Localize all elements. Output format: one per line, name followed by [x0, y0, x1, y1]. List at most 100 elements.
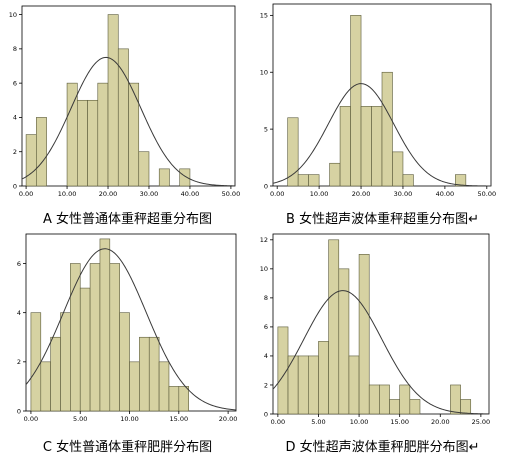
caption-d: D 女性超声波体重秤肥胖分布图↵ — [285, 440, 480, 455]
histogram-panel-c: 0.00 5.00 10.00 15.00 20.00 0 2 4 6 C 女性普通体重秤肥胖分… — [0, 228, 255, 456]
caption-b: B 女性超声波体重秤超重分布图↵ — [286, 212, 479, 227]
caption-a: A 女性普通体重秤超重分布图 — [42, 212, 213, 227]
x-tick-label-a-4: 40.00 — [181, 190, 200, 198]
histogram-bar-b-6 — [339, 106, 351, 187]
y-tick-label-a-3: 6 — [13, 79, 17, 87]
histogram-bar-c-12 — [148, 336, 160, 412]
histogram-bar-d-12 — [399, 384, 411, 415]
x-tick-label-b-0: 0.00 — [270, 190, 284, 198]
histogram-bar-d-4 — [318, 341, 329, 415]
histogram-bar-d-2 — [297, 355, 309, 415]
histogram-bar-b-7 — [350, 15, 362, 187]
histogram-d: 0.00 5.00 10.00 15.00 20.00 25.00 0 2 4 6 8 10 12 — [260, 233, 491, 426]
histogram-c: 0.00 5.00 10.00 15.00 20.00 0 2 4 6 — [17, 233, 238, 423]
x-tick-label-c-0: 0.00 — [24, 415, 38, 423]
histogram-bar-d-6 — [338, 268, 350, 415]
y-tick-label-c-3: 6 — [17, 260, 21, 268]
histogram-bar-c-3 — [60, 312, 71, 412]
x-tick-label-c-3: 15.00 — [170, 415, 189, 423]
histogram-bar-a-6 — [87, 99, 99, 187]
histogram-bar-c-2 — [50, 336, 61, 412]
histogram-bar-b-12 — [402, 174, 414, 187]
histogram-bar-c-8 — [109, 263, 120, 412]
normal-curve-d — [272, 290, 490, 415]
histogram-panel-d: 0.00 5.00 10.00 15.00 20.00 25.00 0 2 4 6 8 10 12 D … — [255, 228, 510, 456]
y-tick-label-b-3: 15 — [260, 12, 268, 20]
x-tick-label-c-4: 20.00 — [219, 415, 238, 423]
y-tick-label-d-6: 12 — [260, 236, 268, 244]
y-tick-label-b-1: 5 — [264, 125, 268, 133]
histogram-bar-b-8 — [360, 106, 372, 187]
normal-curve-a — [21, 56, 236, 187]
histogram-bar-a-7 — [97, 82, 109, 187]
x-tick-label-a-5: 50.00 — [222, 190, 241, 198]
histogram-bar-c-10 — [129, 361, 140, 412]
y-tick-label-d-0: 0 — [264, 410, 268, 418]
histogram-bar-c-0 — [30, 312, 42, 412]
histogram-bar-b-17 — [455, 174, 467, 187]
histogram-bar-d-3 — [308, 355, 319, 415]
histogram-bar-c-14 — [168, 386, 180, 412]
histogram-bar-d-13 — [409, 399, 421, 415]
histogram-bar-d-18 — [460, 399, 472, 415]
histogram-bar-b-5 — [329, 162, 341, 187]
x-tick-label-d-4: 20.00 — [431, 418, 450, 426]
y-tick-label-a-5: 10 — [9, 11, 17, 19]
x-tick-label-b-4: 40.00 — [436, 190, 455, 198]
histogram-bar-d-8 — [358, 254, 370, 415]
histogram-bar-a-9 — [117, 48, 129, 187]
x-tick-label-d-0: 0.00 — [271, 418, 285, 426]
histogram-bar-a-10 — [128, 82, 140, 187]
histogram-bar-d-11 — [389, 399, 400, 415]
x-tick-label-a-2: 20.00 — [99, 190, 118, 198]
x-tick-label-c-2: 10.00 — [120, 415, 139, 423]
histogram-bar-a-13 — [158, 168, 170, 187]
y-tick-label-d-4: 8 — [264, 294, 268, 302]
histogram-bar-d-10 — [379, 384, 390, 415]
y-tick-label-a-4: 8 — [13, 45, 17, 53]
x-tick-label-d-3: 15.00 — [390, 418, 409, 426]
histogram-bar-c-6 — [89, 263, 101, 412]
normal-curve-c — [25, 248, 237, 411]
y-tick-label-a-0: 0 — [13, 182, 17, 190]
x-tick-label-b-1: 10.00 — [310, 190, 329, 198]
histogram-bar-a-5 — [76, 99, 88, 187]
histogram-bar-b-1 — [287, 117, 299, 187]
histogram-bar-c-7 — [99, 238, 111, 412]
y-tick-label-c-2: 4 — [17, 309, 21, 317]
y-tick-label-d-1: 2 — [264, 381, 268, 389]
histogram-bar-c-9 — [119, 312, 130, 412]
histogram-bar-a-15 — [179, 168, 191, 187]
x-tick-label-d-1: 5.00 — [311, 418, 325, 426]
histogram-bar-a-8 — [107, 14, 119, 187]
x-tick-label-a-3: 30.00 — [140, 190, 159, 198]
histogram-bar-b-11 — [392, 151, 404, 187]
y-tick-label-d-3: 6 — [264, 323, 268, 331]
y-tick-label-c-0: 0 — [17, 407, 21, 415]
histogram-panel-a: 0.00 10.00 20.00 30.00 40.00 50.00 0 2 4 6 8 10 A 女… — [0, 0, 255, 228]
x-tick-label-b-3: 30.00 — [394, 190, 413, 198]
x-tick-label-a-0: 0.00 — [19, 190, 33, 198]
x-tick-label-c-1: 5.00 — [73, 415, 87, 423]
histogram-bar-d-5 — [328, 239, 340, 415]
histogram-bar-b-2 — [297, 174, 309, 187]
histogram-bar-b-3 — [308, 174, 320, 187]
x-tick-label-b-2: 20.00 — [352, 190, 371, 198]
y-tick-label-b-2: 10 — [260, 69, 268, 77]
histogram-bar-a-11 — [138, 151, 150, 187]
y-tick-label-a-2: 4 — [13, 114, 17, 122]
histogram-bar-c-13 — [158, 361, 170, 412]
x-tick-label-d-5: 25.00 — [472, 418, 491, 426]
normal-curve-b — [272, 83, 491, 187]
x-tick-label-a-1: 10.00 — [58, 190, 77, 198]
histogram-bar-c-15 — [178, 386, 189, 412]
y-tick-label-b-0: 0 — [264, 182, 268, 190]
histogram-panel-b: 0.00 10.00 20.00 30.00 40.00 50.00 0 5 10 15 B 女性… — [255, 0, 510, 228]
histogram-a: 0.00 10.00 20.00 30.00 40.00 50.00 0 2 4 6 8 10 — [9, 5, 241, 198]
histogram-bar-a-1 — [36, 117, 47, 187]
x-tick-label-d-2: 10.00 — [350, 418, 369, 426]
histogram-bar-d-17 — [450, 384, 461, 415]
histogram-bar-c-1 — [40, 361, 51, 412]
caption-c: C 女性普通体重秤肥胖分布图 — [42, 440, 213, 455]
histogram-bar-c-11 — [139, 336, 150, 412]
